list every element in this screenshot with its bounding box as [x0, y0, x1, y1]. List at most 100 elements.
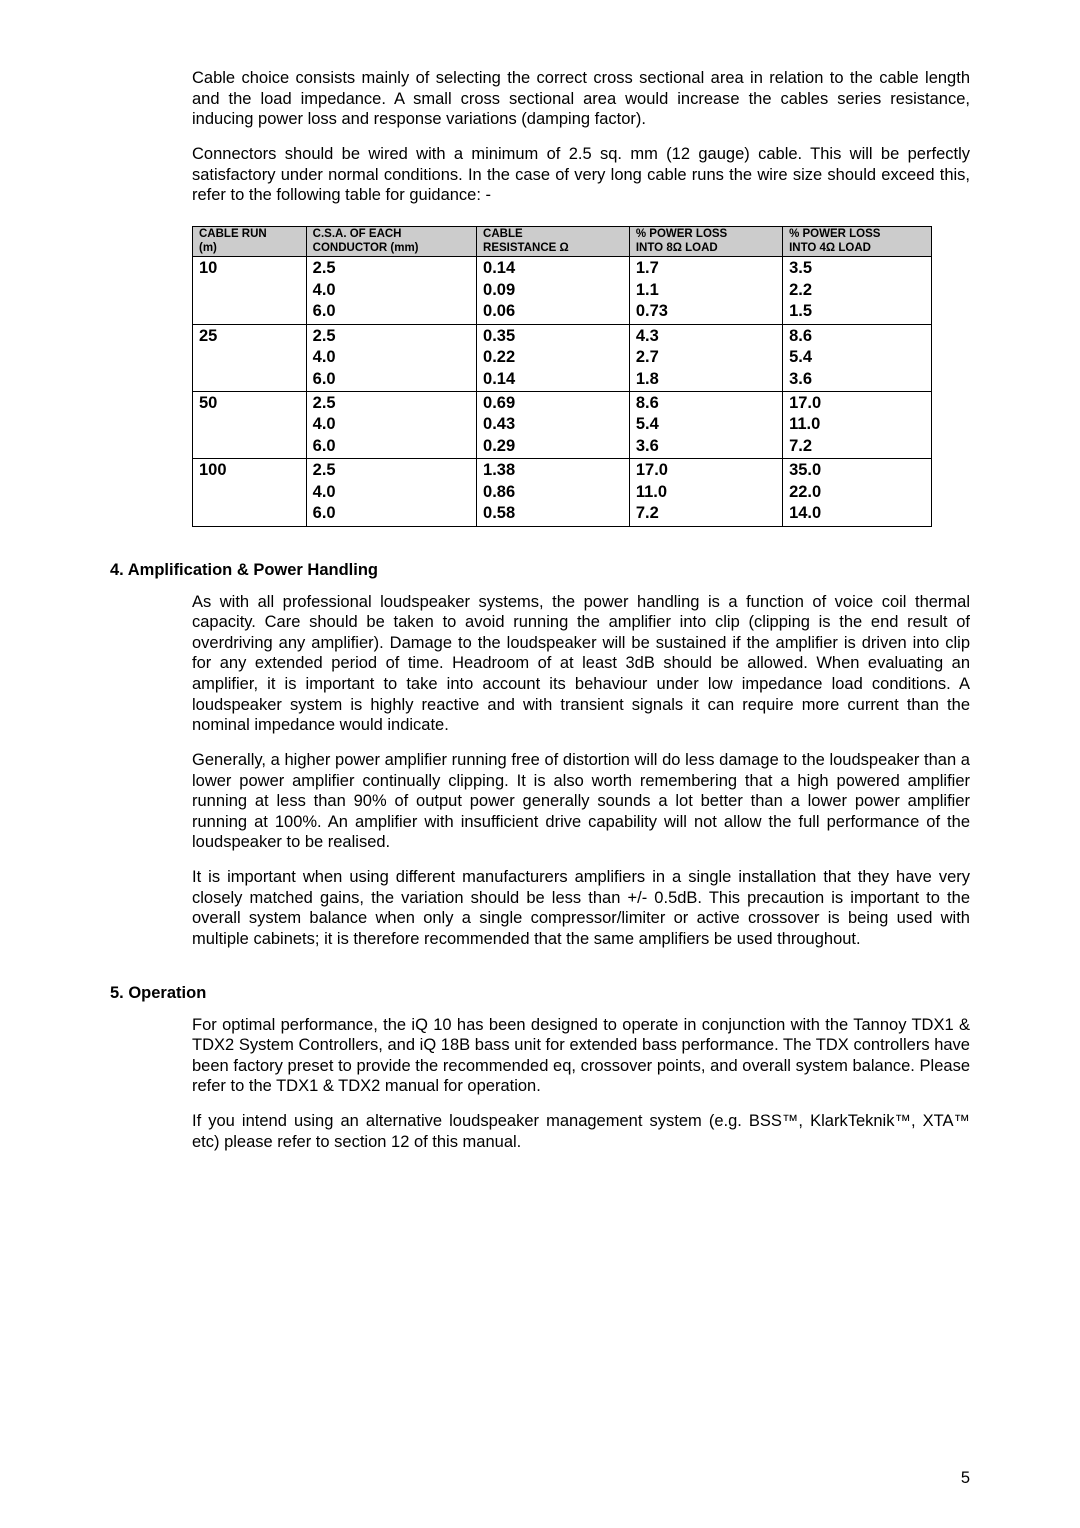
cell-val: 3.5 — [789, 259, 812, 277]
cell-val: 2.5 — [313, 327, 336, 345]
cell-val: 17.0 — [636, 461, 668, 479]
th-run-l1: CABLE RUN — [199, 228, 267, 240]
section-5-body: For optimal performance, the iQ 10 has b… — [192, 1015, 970, 1153]
cell-val: 11.0 — [789, 415, 820, 433]
sec4-p3: It is important when using different man… — [192, 867, 970, 950]
cell-val: 0.35 — [483, 327, 515, 345]
cell-run: 10 — [193, 257, 307, 324]
section-4-body: As with all professional loudspeaker sys… — [192, 592, 970, 950]
cell-val: 4.0 — [313, 348, 336, 366]
th-run-l2: (m) — [199, 242, 217, 254]
cell-val: 7.2 — [636, 504, 659, 522]
cell-val: 0.14 — [483, 259, 515, 277]
page: Cable choice consists mainly of selectin… — [0, 0, 1080, 1528]
sec5-p1: For optimal performance, the iQ 10 has b… — [192, 1015, 970, 1098]
cell-val: 2.7 — [636, 348, 659, 366]
cell-val: 0.86 — [483, 483, 515, 501]
th-res-l2: RESISTANCE Ω — [483, 242, 569, 254]
cell-run: 50 — [193, 391, 307, 458]
intro-para-1: Cable choice consists mainly of selectin… — [192, 68, 970, 130]
sec5-p2: If you intend using an alternative louds… — [192, 1111, 970, 1152]
cell-csa: 2.5 4.0 6.0 — [306, 324, 476, 391]
th-res-l1: CABLE — [483, 228, 523, 240]
table-row: 50 2.5 4.0 6.0 0.69 0.43 0.29 8.6 5.4 3.… — [193, 391, 932, 458]
table-row: 100 2.5 4.0 6.0 1.38 0.86 0.58 17.0 11.0… — [193, 459, 932, 526]
cell-val: 4.0 — [313, 281, 336, 299]
cell-val: 35.0 — [789, 461, 821, 479]
table-body: 10 2.5 4.0 6.0 0.14 0.09 0.06 1.7 1.1 0.… — [193, 257, 932, 526]
cell-p4: 17.0 11.0 7.2 — [783, 391, 932, 458]
cell-val: 0.58 — [483, 504, 515, 522]
cell-res: 0.69 0.43 0.29 — [477, 391, 630, 458]
cell-res: 0.35 0.22 0.14 — [477, 324, 630, 391]
table-header-row: CABLE RUN (m) C.S.A. OF EACH CONDUCTOR (… — [193, 226, 932, 257]
cell-val: 11.0 — [636, 483, 667, 501]
th-csa: C.S.A. OF EACH CONDUCTOR (mm) — [306, 226, 476, 257]
cell-val: 1.5 — [789, 302, 812, 320]
cell-run: 100 — [193, 459, 307, 526]
cell-csa: 2.5 4.0 6.0 — [306, 257, 476, 324]
cell-val: 7.2 — [789, 437, 812, 455]
cell-p8: 1.7 1.1 0.73 — [629, 257, 782, 324]
cell-val: 22.0 — [789, 483, 821, 501]
cell-val: 4.3 — [636, 327, 659, 345]
sec4-p1: As with all professional loudspeaker sys… — [192, 592, 970, 736]
cell-val: 6.0 — [313, 370, 336, 388]
th-p8-l1: % POWER LOSS — [636, 228, 727, 240]
cell-val: 0.14 — [483, 370, 515, 388]
cell-val: 4.0 — [313, 415, 336, 433]
cell-val: 2.5 — [313, 394, 336, 412]
cell-p8: 8.6 5.4 3.6 — [629, 391, 782, 458]
th-p8: % POWER LOSS INTO 8Ω LOAD — [629, 226, 782, 257]
cell-val: 0.22 — [483, 348, 515, 366]
th-p4: % POWER LOSS INTO 4Ω LOAD — [783, 226, 932, 257]
cell-csa: 2.5 4.0 6.0 — [306, 391, 476, 458]
cell-res: 1.38 0.86 0.58 — [477, 459, 630, 526]
cell-val: 4.0 — [313, 483, 336, 501]
table-row: 25 2.5 4.0 6.0 0.35 0.22 0.14 4.3 2.7 1.… — [193, 324, 932, 391]
cell-res: 0.14 0.09 0.06 — [477, 257, 630, 324]
cell-val: 2.2 — [789, 281, 812, 299]
cell-val: 8.6 — [789, 327, 812, 345]
th-run: CABLE RUN (m) — [193, 226, 307, 257]
page-number: 5 — [961, 1469, 970, 1488]
cell-val: 0.73 — [636, 302, 668, 320]
cell-p8: 4.3 2.7 1.8 — [629, 324, 782, 391]
table-head: CABLE RUN (m) C.S.A. OF EACH CONDUCTOR (… — [193, 226, 932, 257]
table-row: 10 2.5 4.0 6.0 0.14 0.09 0.06 1.7 1.1 0.… — [193, 257, 932, 324]
intro-para-2: Connectors should be wired with a minimu… — [192, 144, 970, 206]
th-csa-l2: CONDUCTOR (mm) — [313, 242, 419, 254]
cell-val: 1.1 — [636, 281, 659, 299]
cell-val: 0.06 — [483, 302, 515, 320]
cell-val: 14.0 — [789, 504, 821, 522]
cell-val: 2.5 — [313, 461, 336, 479]
cell-val: 1.8 — [636, 370, 659, 388]
cell-val: 3.6 — [636, 437, 659, 455]
cell-val: 6.0 — [313, 504, 336, 522]
intro-block: Cable choice consists mainly of selectin… — [192, 68, 970, 206]
cell-val: 6.0 — [313, 302, 336, 320]
th-res: CABLE RESISTANCE Ω — [477, 226, 630, 257]
cell-p4: 8.6 5.4 3.6 — [783, 324, 932, 391]
cell-p8: 17.0 11.0 7.2 — [629, 459, 782, 526]
sec4-p2: Generally, a higher power amplifier runn… — [192, 750, 970, 853]
cell-val: 0.29 — [483, 437, 515, 455]
th-p8-l2: INTO 8Ω LOAD — [636, 242, 718, 254]
th-csa-l1: C.S.A. OF EACH — [313, 228, 402, 240]
th-p4-l1: % POWER LOSS — [789, 228, 880, 240]
th-p4-l2: INTO 4Ω LOAD — [789, 242, 871, 254]
cell-val: 0.69 — [483, 394, 515, 412]
cell-val: 0.43 — [483, 415, 515, 433]
section-4-title: 4. Amplification & Power Handling — [110, 561, 970, 580]
section-5-title: 5. Operation — [110, 984, 970, 1003]
cell-run: 25 — [193, 324, 307, 391]
cell-val: 17.0 — [789, 394, 821, 412]
cell-val: 8.6 — [636, 394, 659, 412]
cell-p4: 35.0 22.0 14.0 — [783, 459, 932, 526]
cell-val: 5.4 — [789, 348, 812, 366]
cell-val: 1.38 — [483, 461, 515, 479]
cell-val: 2.5 — [313, 259, 336, 277]
cell-csa: 2.5 4.0 6.0 — [306, 459, 476, 526]
cell-val: 5.4 — [636, 415, 659, 433]
cable-table: CABLE RUN (m) C.S.A. OF EACH CONDUCTOR (… — [192, 226, 932, 527]
